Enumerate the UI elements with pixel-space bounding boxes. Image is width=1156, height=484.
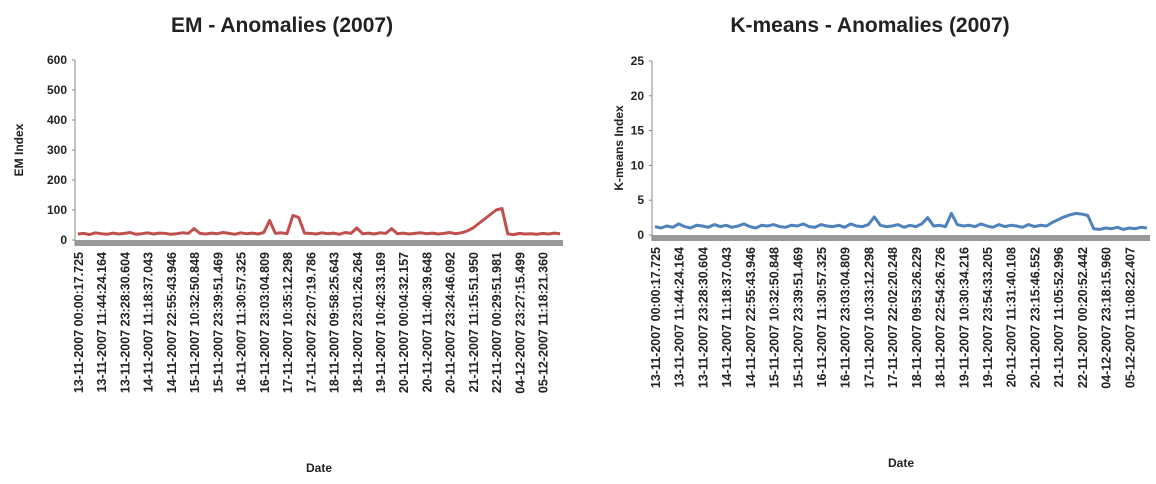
x-tick-label: 13-11-2007 00:00:17.725 bbox=[72, 252, 86, 393]
x-tick-label: 16-11-2007 23:03:04.809 bbox=[839, 247, 853, 388]
x-tick-label: 18-11-2007 09:58:25.643 bbox=[328, 252, 342, 393]
x-tick-label: 13-11-2007 23:28:30.604 bbox=[696, 247, 710, 388]
x-tick-label: 15-11-2007 23:39:51.469 bbox=[211, 252, 225, 393]
x-tick-label: 16-11-2007 11:30:57.325 bbox=[235, 252, 249, 392]
x-tick-label: 19-11-2007 10:42:33.169 bbox=[374, 252, 388, 393]
x-tick-label: 15-11-2007 10:32:50.848 bbox=[768, 247, 782, 388]
x-tick-label: 17-11-2007 22:02:20.248 bbox=[886, 247, 900, 388]
x-tick-label: 14-11-2007 11:18:37.043 bbox=[720, 247, 734, 387]
x-tick-label: 20-11-2007 11:40:39.648 bbox=[420, 252, 434, 392]
y-tick-label: 10 bbox=[631, 158, 645, 172]
y-tick-label: 0 bbox=[60, 233, 67, 247]
x-axis-title: Date bbox=[888, 456, 914, 470]
x-tick-label: 15-11-2007 10:32:50.848 bbox=[188, 252, 202, 393]
x-tick-label: 18-11-2007 09:53:26.229 bbox=[910, 247, 924, 388]
y-tick-label: 500 bbox=[47, 83, 67, 97]
x-tick-label: 13-11-2007 23:28:30.604 bbox=[118, 252, 132, 393]
y-axis-title: EM Index bbox=[12, 123, 26, 176]
x-tick-label: 05-12-2007 11:08:22.407 bbox=[1123, 247, 1137, 388]
x-tick-label: 19-11-2007 23:54:33.205 bbox=[981, 247, 995, 388]
x-tick-label: 15-11-2007 23:39:51.469 bbox=[791, 247, 805, 388]
y-tick-label: 5 bbox=[637, 193, 644, 207]
y-tick-label: 15 bbox=[631, 124, 645, 138]
x-tick-label: 18-11-2007 23:01:26.264 bbox=[351, 252, 365, 393]
y-tick-label: 600 bbox=[47, 53, 67, 67]
x-tick-label: 21-11-2007 11:05:52.996 bbox=[1052, 247, 1066, 387]
x-tick-label: 04-12-2007 23:27:15.499 bbox=[513, 252, 527, 394]
y-tick-label: 200 bbox=[47, 173, 67, 187]
x-tick-label: 22-11-2007 00:20:52.442 bbox=[1076, 247, 1090, 388]
chart-title: K-means - Anomalies (2007) bbox=[730, 14, 1009, 37]
x-tick-label: 14-11-2007 22:55:43.946 bbox=[744, 247, 758, 388]
x-tick-label: 13-11-2007 00:00:17.725 bbox=[649, 247, 663, 388]
x-tick-label: 19-11-2007 10:30:34.216 bbox=[957, 247, 971, 388]
x-tick-label: 05-12-2007 11:18:21.360 bbox=[537, 252, 551, 393]
data-line bbox=[77, 207, 561, 237]
y-tick-label: 300 bbox=[47, 143, 67, 157]
x-tick-label: 17-11-2007 10:33:12.298 bbox=[862, 247, 876, 388]
y-tick-label: 400 bbox=[47, 113, 67, 127]
x-tick-label: 17-11-2007 10:35:12.298 bbox=[281, 252, 295, 393]
x-tick-label: 14-11-2007 11:18:37.043 bbox=[142, 252, 156, 392]
x-tick-label: 14-11-2007 22:55:43.946 bbox=[165, 252, 179, 393]
y-tick-label: 0 bbox=[637, 228, 644, 242]
x-tick-label: 16-11-2007 11:30:57.325 bbox=[815, 247, 829, 387]
x-tick-label: 18-11-2007 22:54:26.726 bbox=[934, 247, 948, 388]
x-tick-label: 13-11-2007 11:44:24.164 bbox=[95, 252, 109, 392]
y-tick-label: 20 bbox=[631, 89, 645, 103]
data-line bbox=[654, 211, 1148, 231]
x-tick-label: 13-11-2007 11:44:24.164 bbox=[673, 247, 687, 387]
x-tick-label: 20-11-2007 23:24:46.092 bbox=[444, 252, 458, 393]
chart-title: EM - Anomalies (2007) bbox=[171, 14, 393, 37]
x-tick-label: 17-11-2007 22:07:19.786 bbox=[304, 252, 318, 393]
x-tick-label: 20-11-2007 23:15:46.552 bbox=[1028, 247, 1042, 388]
y-tick-label: 100 bbox=[47, 203, 67, 217]
x-axis-title: Date bbox=[306, 461, 332, 475]
x-tick-label: 20-11-2007 11:31:40.108 bbox=[1005, 247, 1019, 387]
y-tick-label: 25 bbox=[631, 54, 645, 68]
x-tick-label: 20-11-2007 00:04:32.157 bbox=[397, 252, 411, 393]
x-tick-label: 22-11-2007 00:29:51.981 bbox=[490, 252, 504, 393]
y-axis-title: K-means Index bbox=[612, 105, 626, 191]
x-tick-label: 04-12-2007 23:18:15.960 bbox=[1100, 247, 1114, 389]
x-tick-label: 16-11-2007 23:03:04.809 bbox=[258, 252, 272, 393]
x-tick-label: 21-11-2007 11:15:51.950 bbox=[467, 252, 481, 392]
